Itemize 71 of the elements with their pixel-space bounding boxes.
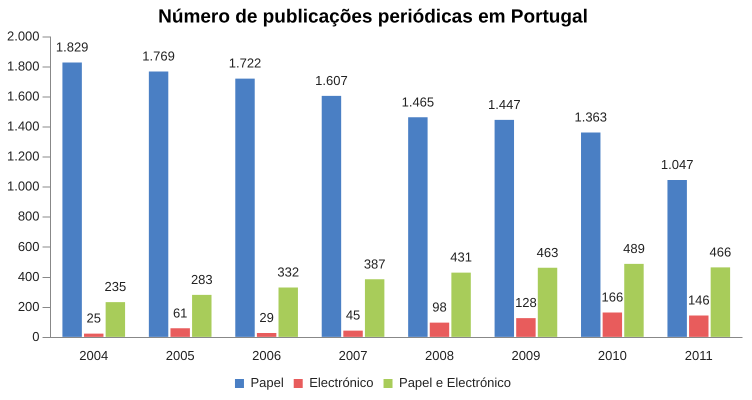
- y-tick-label: 1.400: [6, 118, 40, 134]
- bar: [84, 334, 104, 337]
- x-tick-label: 2010: [598, 348, 627, 363]
- bar: [256, 333, 276, 337]
- bar: [322, 96, 342, 337]
- data-label: 431: [450, 250, 472, 265]
- bar: [343, 330, 363, 337]
- bar: [192, 294, 212, 337]
- y-tick-label: 0: [32, 328, 40, 344]
- x-tick-label: 2005: [166, 348, 195, 363]
- data-label: 29: [259, 310, 274, 326]
- data-label: 45: [346, 308, 360, 323]
- data-label: 283: [190, 272, 213, 287]
- data-label: 332: [277, 264, 300, 280]
- data-label: 235: [104, 279, 126, 294]
- x-tick-label: 2008: [425, 348, 454, 363]
- bar: [710, 267, 730, 337]
- bar: [602, 312, 622, 337]
- bar: [408, 117, 428, 337]
- bar: [278, 288, 298, 337]
- y-tick-label: 800: [18, 208, 40, 224]
- x-tick-label: 2006: [252, 348, 282, 363]
- data-label: 98: [432, 300, 447, 315]
- data-label: 166: [602, 290, 624, 305]
- data-label: 61: [172, 305, 188, 320]
- legend-label: Papel e Electrónico: [399, 375, 512, 390]
- bar: [581, 132, 600, 337]
- bar: [62, 62, 82, 337]
- data-label: 128: [515, 295, 537, 310]
- bar: [235, 78, 255, 337]
- y-tick-label: 2.000: [6, 28, 40, 44]
- data-label: 1.722: [228, 56, 262, 71]
- data-label: 387: [364, 256, 386, 272]
- bar: [170, 328, 190, 337]
- y-tick-label: 600: [18, 238, 40, 254]
- y-tick-label: 1.600: [6, 88, 40, 104]
- data-label: 1.047: [660, 157, 694, 172]
- x-tick-label: 2009: [511, 348, 540, 363]
- bar: [451, 272, 471, 337]
- data-label: 1.829: [56, 40, 88, 55]
- y-tick-label: 400: [18, 268, 40, 284]
- bar: [667, 180, 687, 337]
- y-tick-label: 200: [18, 298, 40, 314]
- data-label: 1.447: [488, 96, 521, 112]
- x-tick-label: 2011: [684, 348, 713, 363]
- legend-label: Papel: [250, 375, 284, 390]
- y-tick-label: 1.800: [6, 58, 40, 74]
- bar: [538, 268, 558, 337]
- data-label: 1.769: [142, 48, 175, 64]
- bar: [689, 315, 709, 337]
- data-label: 463: [536, 244, 558, 260]
- data-label: 1.465: [402, 94, 434, 110]
- bar: [624, 264, 644, 337]
- x-tick-label: 2004: [79, 348, 108, 363]
- data-label: 25: [86, 310, 101, 326]
- bar: [148, 72, 168, 337]
- bar: [430, 322, 450, 337]
- legend-label: Electrónico: [309, 375, 374, 390]
- y-tick-label: 1.200: [6, 148, 40, 164]
- chart-title: Número de publicações periódicas em Portugal: [158, 6, 588, 28]
- data-label: 466: [710, 244, 732, 260]
- data-label: 146: [688, 292, 710, 308]
- x-tick-label: 2007: [338, 348, 368, 363]
- y-tick-label: 1.000: [6, 178, 40, 194]
- bar: [364, 279, 384, 337]
- data-label: 1.607: [315, 72, 348, 88]
- data-label: 1.363: [574, 110, 608, 125]
- bar: [516, 318, 536, 337]
- data-label: 489: [623, 240, 645, 256]
- bar: [494, 120, 514, 337]
- bar: [106, 302, 126, 337]
